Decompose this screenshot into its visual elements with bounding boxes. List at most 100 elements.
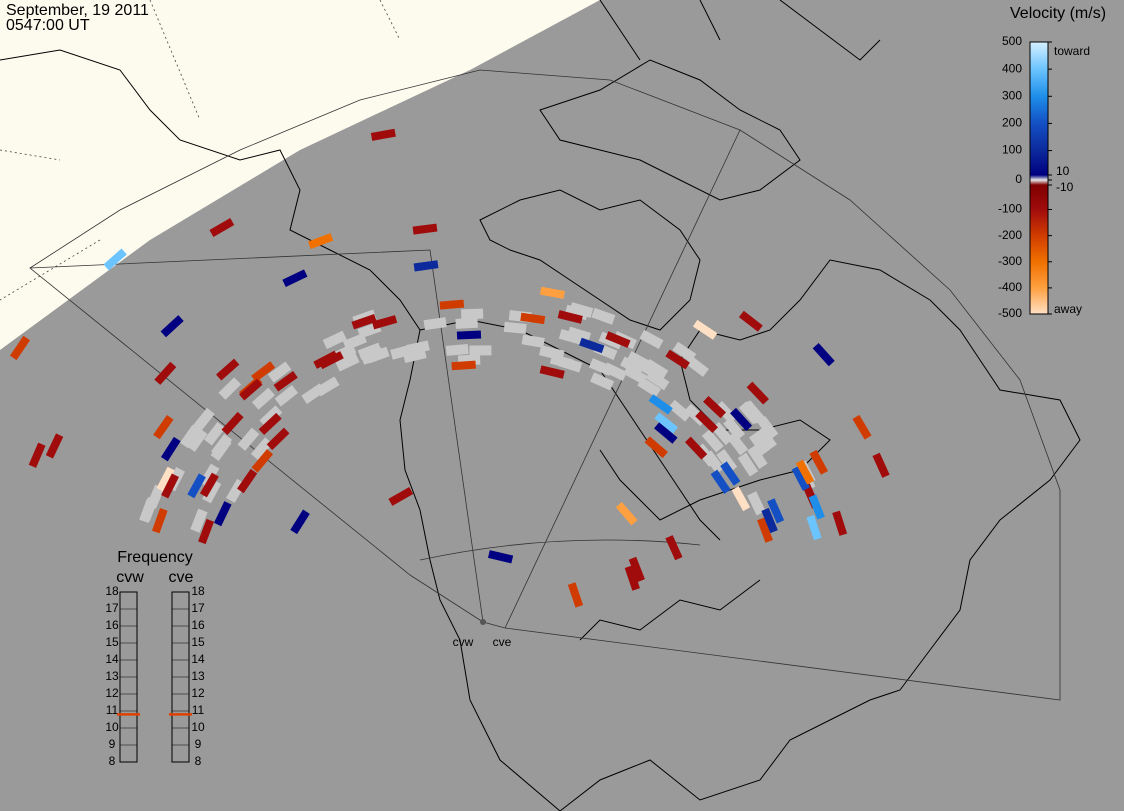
ground-scatter [190, 508, 208, 533]
ground-scatter [558, 356, 583, 373]
velocity-cell [806, 515, 822, 541]
velocity-cell [757, 517, 773, 543]
ground-scatter [723, 417, 746, 441]
frequency-tick-label: 8 [109, 754, 116, 768]
velocity-cell [413, 260, 439, 272]
velocity-cell [251, 449, 274, 473]
ground-scatter [218, 377, 242, 400]
ground-scatter [558, 329, 583, 345]
site-label: cvw [453, 635, 474, 649]
colorbar-tick-label: 0 [1015, 172, 1022, 186]
velocity-cell [791, 465, 810, 491]
ground-scatter [747, 491, 766, 516]
meridians [0, 0, 401, 301]
frequency-tick-label: 16 [105, 618, 119, 632]
radar-cells [9, 128, 890, 608]
ground-scatter [250, 437, 273, 461]
velocity-cell [738, 310, 763, 332]
velocity-cell [654, 412, 679, 434]
colorbar-tick-label: 10 [1056, 164, 1070, 178]
velocity-cell [351, 314, 377, 330]
velocity-cell [487, 550, 514, 564]
colorbar-tick-label: -100 [998, 202, 1022, 216]
velocity-cell [199, 472, 219, 498]
colorbar-tick-label: -300 [998, 254, 1022, 268]
ground-scatter [455, 317, 478, 329]
velocity-cell [251, 361, 276, 383]
velocity-cell [795, 459, 815, 485]
velocity-cell [9, 335, 31, 361]
velocity-cell [832, 510, 848, 536]
ground-scatter [738, 401, 761, 425]
velocity-cell [654, 422, 678, 444]
frequency-tick-label: 9 [195, 737, 202, 751]
ground-scatter [179, 424, 201, 449]
velocity-cell [187, 473, 206, 499]
velocity-cell [154, 361, 177, 385]
velocity-cell [290, 509, 310, 535]
ground-scatter [274, 385, 299, 407]
velocity-cell [539, 365, 565, 379]
velocity-cell [644, 436, 668, 459]
velocity-cell [412, 223, 438, 235]
velocity-cell [520, 312, 546, 325]
frequency-title: Frequency [117, 549, 193, 566]
ground-scatter [591, 307, 616, 325]
velocity-cell [370, 128, 396, 141]
velocity-cell [28, 442, 46, 468]
ground-scatter [251, 387, 275, 410]
velocity-cell [153, 415, 174, 440]
velocity-cell [605, 331, 631, 348]
velocity-cell [103, 248, 127, 271]
frequency-tick-label: 10 [191, 720, 205, 734]
velocity-cell [160, 436, 181, 462]
colorbar-tick-label: 500 [1002, 34, 1022, 48]
date: September, 19 2011 [6, 2, 149, 19]
ground-scatter [357, 342, 382, 360]
velocity-cell [213, 501, 232, 527]
frequency-tick-label: 17 [105, 601, 119, 615]
ground-scatter [423, 317, 447, 331]
velocity-title: Velocity (m/s) [1010, 5, 1106, 22]
ground-scatter [335, 353, 360, 372]
frequency-tick-label: 16 [191, 618, 205, 632]
velocity-cell [703, 395, 727, 419]
ground-scatter [737, 452, 759, 477]
velocity-cell [579, 337, 605, 354]
velocity-cell [161, 473, 179, 499]
frequency-tick-label: 12 [191, 686, 205, 700]
velocity-cell [45, 433, 64, 459]
velocity-cell [720, 461, 741, 486]
frequency-tick-label: 13 [105, 669, 119, 683]
ground-scatter [259, 405, 283, 428]
ground-scatter [146, 484, 165, 509]
ground-scatter [747, 445, 768, 470]
colorbar-tick-label: 400 [1002, 61, 1022, 75]
velocity-cell [692, 319, 718, 340]
coastlines [0, 0, 1081, 811]
ground-scatter [186, 428, 208, 452]
velocity-cell [665, 535, 683, 561]
frequency-tick-label: 13 [191, 669, 205, 683]
colorbar-tick-label: -400 [998, 280, 1022, 294]
velocity-cell [273, 371, 298, 392]
ground-scatter [342, 332, 368, 351]
velocity-cell [439, 299, 465, 310]
colorbar-tick-label: 100 [1002, 143, 1022, 157]
velocity-cell [648, 394, 673, 415]
away-label: away [1054, 302, 1082, 316]
ground-scatter [267, 361, 292, 383]
ground-scatter [469, 345, 492, 356]
colorbar-tick-label: -500 [998, 306, 1022, 320]
frequency-tick-label: 10 [105, 720, 119, 734]
ground-scatter [672, 341, 697, 363]
velocity-cell [872, 452, 890, 478]
velocity-cell [371, 315, 398, 330]
ground-scatter [756, 426, 777, 451]
toward-label: toward [1054, 44, 1090, 58]
velocity-cell [695, 410, 718, 434]
radar-site [480, 619, 486, 625]
frequency-tick-label: 17 [191, 601, 205, 615]
velocity-cell [388, 487, 414, 506]
velocity-cell [767, 498, 785, 524]
